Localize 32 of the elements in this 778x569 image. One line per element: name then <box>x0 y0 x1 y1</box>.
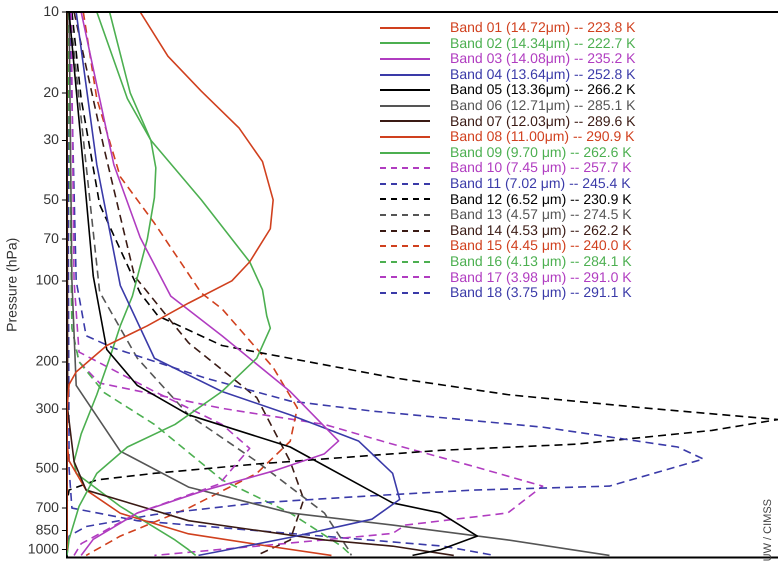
legend-label: Band 10 (7.45 μm) -- 257.7 K <box>450 159 632 176</box>
y-tick-label: 50 <box>43 190 60 207</box>
legend-label: Band 06 (12.71μm) -- 285.1 K <box>450 96 636 114</box>
legend-label: Band 02 (14.34μm) -- 222.7 K <box>450 34 636 52</box>
annotation: UW / CIMSS <box>762 498 774 561</box>
y-axis-title: Pressure (hPa) <box>3 238 20 332</box>
legend-label: Band 16 (4.13 μm) -- 284.1 K <box>450 252 632 270</box>
legend-label: Band 15 (4.45 μm) -- 240.0 K <box>450 237 632 254</box>
y-tick-label: 700 <box>36 498 60 515</box>
y-tick-label: 30 <box>43 131 60 148</box>
legend-label: Band 05 (13.36μm) -- 266.2 K <box>450 81 636 98</box>
y-tick-label: 70 <box>43 230 60 246</box>
y-tick-label: 200 <box>36 352 60 369</box>
y-tick-label: 1000 <box>28 540 60 557</box>
legend-label: Band 01 (14.72μm) -- 223.8 K <box>450 19 636 36</box>
legend-label: Band 13 (4.57 μm) -- 274.5 K <box>450 206 632 223</box>
y-tick-label: 100 <box>36 272 60 288</box>
legend-label: Band 11 (7.02 μm) -- 245.4 K <box>450 174 631 192</box>
legend-label: Band 07 (12.03μm) -- 289.6 K <box>450 112 636 130</box>
legend-label: Band 12 (6.52 μm) -- 230.9 K <box>450 190 632 208</box>
y-tick-label: 500 <box>36 460 60 476</box>
legend-label: Band 14 (4.53 μm) -- 262.2 K <box>450 222 632 238</box>
y-tick-label: 10 <box>43 2 60 19</box>
y-tick-label: 20 <box>43 84 60 100</box>
legend-label: Band 09 (9.70 μm) -- 262.6 K <box>450 144 632 160</box>
legend-label: Band 08 (11.00μm) -- 290.9 K <box>450 128 634 145</box>
legend-label: Band 04 (13.64μm) -- 252.8 K <box>450 66 636 82</box>
y-tick-label: 850 <box>36 522 60 538</box>
legend-label: Band 17 (3.98 μm) -- 291.0 K <box>450 268 632 286</box>
y-tick-label: 300 <box>36 400 60 416</box>
legend-label: Band 18 (3.75 μm) -- 291.1 K <box>450 284 632 301</box>
legend-label: Band 03 (14.08μm) -- 235.2 K <box>450 50 636 67</box>
